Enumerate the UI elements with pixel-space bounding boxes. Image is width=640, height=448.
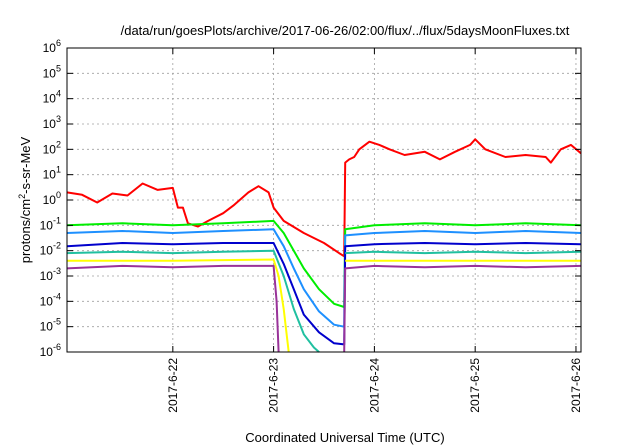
y-tick-label: 10-2 <box>40 241 61 258</box>
series-line <box>66 249 320 353</box>
series-lines <box>66 138 582 353</box>
y-tick-label: 10-3 <box>40 266 61 283</box>
y-tick-label: 106 <box>43 38 61 55</box>
y-tick-label: 105 <box>43 63 61 80</box>
y-tick-label: 100 <box>43 190 61 207</box>
y-axis-label-exponent: 2 <box>17 194 27 199</box>
y-tick-label: 101 <box>43 165 61 182</box>
y-tick-label: 104 <box>43 89 61 106</box>
y-tick-label: 102 <box>43 139 61 156</box>
x-tick-label: 2017-6-24 <box>367 358 381 413</box>
series-line <box>67 258 290 353</box>
series-line <box>66 228 582 328</box>
series-line <box>343 264 582 353</box>
series-line <box>345 250 582 255</box>
series-line <box>66 242 582 346</box>
plot-frame <box>66 47 582 353</box>
x-tick-label: 2017-6-22 <box>166 358 180 413</box>
series-line <box>66 264 280 353</box>
y-axis-label-unit: protons/cm <box>18 199 33 263</box>
grid <box>67 48 581 352</box>
axis-ticks: 10-6 10-5 10-4 10-3 10-2 10-1 100 101 102 103 104 1… <box>40 38 583 413</box>
series-line <box>66 219 582 308</box>
x-tick-label: 2017-6-23 <box>267 358 281 413</box>
x-tick-label: 2017-6-25 <box>468 358 482 413</box>
y-tick-label: 10-5 <box>40 317 61 334</box>
y-tick-label: 10-1 <box>40 215 61 232</box>
series-line <box>66 138 582 258</box>
y-tick-label: 10-4 <box>40 291 61 308</box>
x-tick-label: 2017-6-26 <box>569 358 583 413</box>
y-axis-label: protons/cm2-s-sr-MeV <box>17 136 33 263</box>
y-tick-label: 10-6 <box>40 342 61 359</box>
x-axis-label: Coordinated Universal Time (UTC) <box>245 430 444 445</box>
y-tick-label: 103 <box>43 114 61 131</box>
chart-title: /data/run/goesPlots/archive/2017-06-26/0… <box>121 23 570 38</box>
y-axis-label-rest: -s-sr-MeV <box>18 136 33 193</box>
